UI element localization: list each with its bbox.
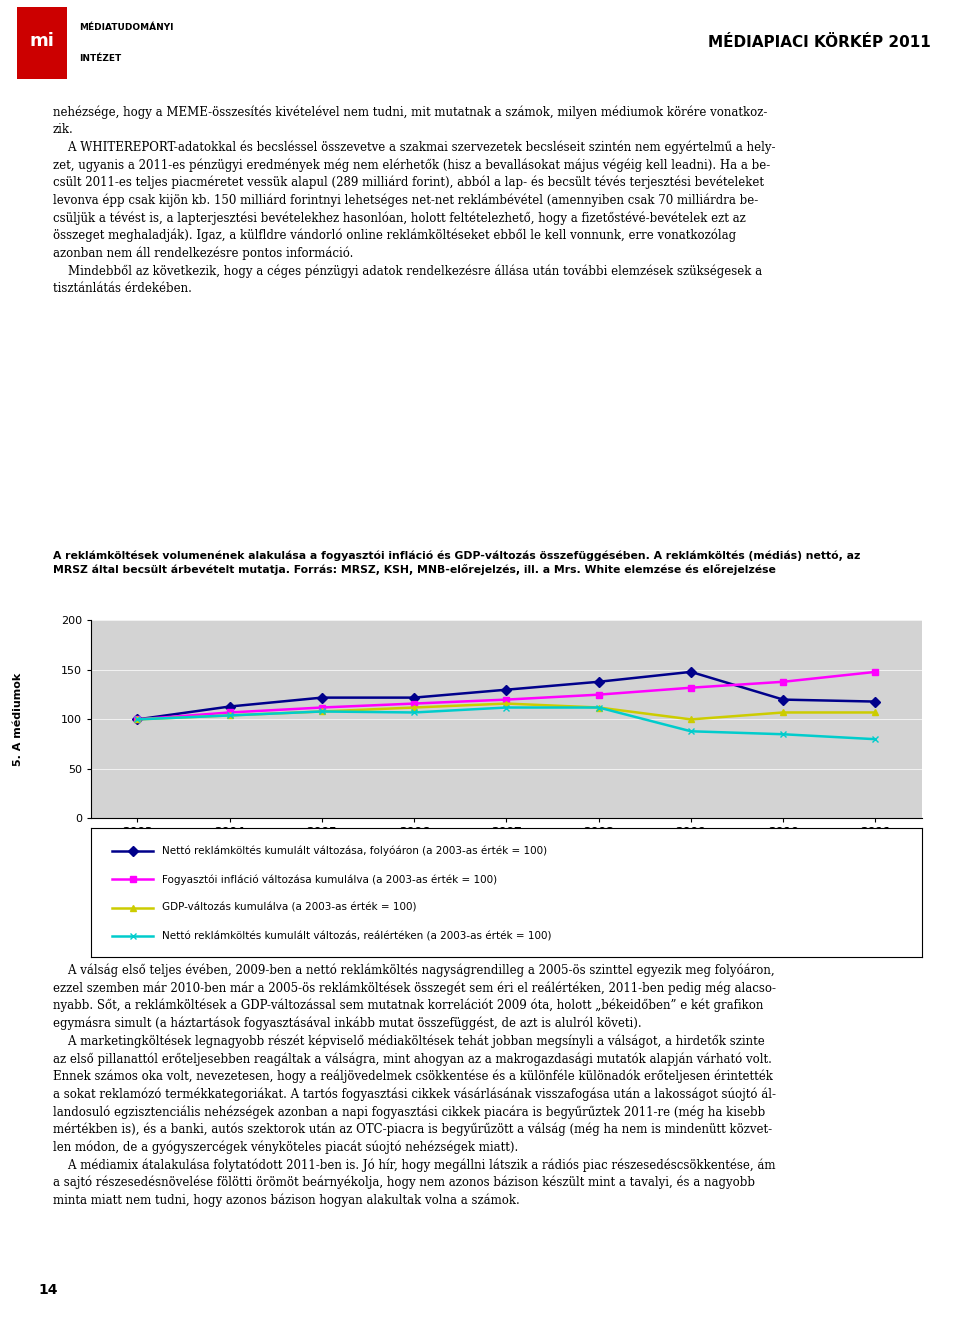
Text: nehézsége, hogy a MEME-összesítés kivételével nem tudni, mit mutatnak a számok, : nehézsége, hogy a MEME-összesítés kivéte… — [53, 106, 776, 294]
Text: mi: mi — [30, 32, 55, 50]
Text: INTÉZET: INTÉZET — [79, 54, 121, 63]
Text: Fogyasztói infláció változása kumulálva (a 2003-as érték = 100): Fogyasztói infláció változása kumulálva … — [162, 874, 497, 884]
Text: Nettó reklámköltés kumulált változása, folyóáron (a 2003-as érték = 100): Nettó reklámköltés kumulált változása, f… — [162, 846, 547, 857]
Text: A reklámköltések volumenének alakulása a fogyasztói infláció és GDP-változás öss: A reklámköltések volumenének alakulása a… — [53, 550, 860, 576]
Text: 5. A médiumok: 5. A médiumok — [13, 673, 23, 766]
Bar — [17, 7, 67, 79]
Text: MÉDIAPIACI KÖRKÉP 2011: MÉDIAPIACI KÖRKÉP 2011 — [708, 36, 931, 50]
Text: Nettó reklámköltés kumulált változás, reálértéken (a 2003-as érték = 100): Nettó reklámköltés kumulált változás, re… — [162, 932, 551, 941]
Text: 14: 14 — [38, 1283, 58, 1298]
Text: A válság első teljes évében, 2009-ben a nettó reklámköltés nagyságrendilleg a 20: A válság első teljes évében, 2009-ben a … — [53, 964, 776, 1208]
Text: MÉDIATUDOMÁNYI: MÉDIATUDOMÁNYI — [79, 22, 173, 32]
Text: GDP-változás kumulálva (a 2003-as érték = 100): GDP-változás kumulálva (a 2003-as érték … — [162, 903, 417, 913]
